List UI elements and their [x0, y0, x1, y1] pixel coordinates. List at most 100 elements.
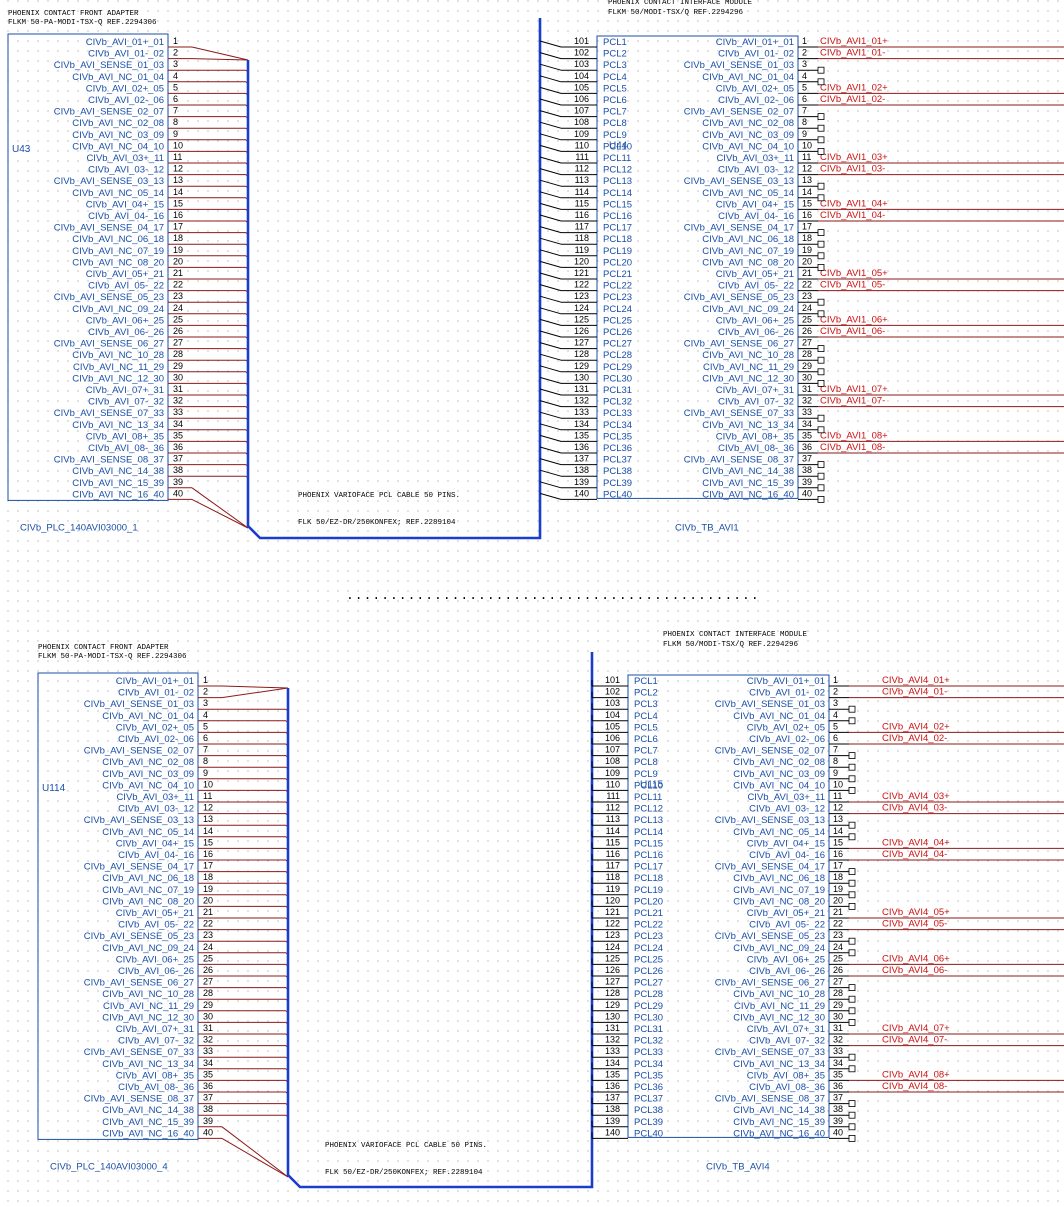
net-label: CIVb_AVI4_01-	[882, 687, 947, 698]
module-pcl-label: PCL32	[603, 397, 632, 408]
module-pin-number-left: 131	[605, 1023, 620, 1033]
module-pin-number-left: 120	[605, 895, 620, 905]
unconnected-pin-marker	[848, 1135, 856, 1142]
module-pin-number-left: 114	[606, 826, 620, 836]
net-label: CIVb_AVI4_08+	[882, 1069, 950, 1080]
module-signal-label: CIVb_AVI_05+_21	[716, 269, 794, 280]
module-signal-label: CIVb_AVI_01+_01	[716, 37, 794, 48]
module-pin-number-left: 115	[606, 837, 620, 847]
module-pin-number-right: 21	[802, 268, 812, 278]
adapter-pin-number: 33	[203, 1046, 213, 1056]
unconnected-pin-marker	[817, 298, 825, 306]
unconnected-pin-marker	[848, 752, 856, 759]
adapter-pin-label: CIVb_AVI_NC_03_09	[72, 130, 164, 141]
module-pin-number-right: 38	[802, 465, 812, 475]
module-signal-label: CIVb_AVI_NC_05_14	[702, 188, 794, 199]
unconnected-pin-marker	[848, 717, 856, 725]
adapter-pin-label: CIVb_AVI_NC_08_20	[72, 257, 164, 268]
adapter-pin-number: 26	[173, 326, 183, 336]
module-pin-number-left: 129	[605, 1000, 620, 1010]
module-pcl-label: PCL11	[603, 153, 631, 164]
unconnected-pin-marker	[817, 229, 825, 237]
adapter-pin-number: 22	[203, 919, 213, 929]
adapter-pin-label: CIVb_AVI_SENSE_07_33	[84, 1047, 194, 1058]
adapter-pin-number: 37	[173, 454, 183, 464]
module-signal-label: CIVb_AVI_NC_02_08	[702, 118, 794, 129]
adapter-pin-number: 31	[203, 1023, 213, 1033]
module-pin-number-right: 28	[833, 988, 843, 998]
adapter-pin-label: CIVb_AVI_NC_15_39	[72, 478, 164, 489]
module-signal-label: CIVb_AVI_SENSE_03_13	[715, 815, 825, 826]
module-signal-label: CIVb_AVI_NC_09_24	[733, 943, 825, 954]
module-signal-label: CIVb_AVI_03+_11	[716, 153, 794, 164]
unconnected-pin-marker	[817, 194, 825, 202]
unconnected-pin-marker	[848, 705, 856, 713]
adapter-pin-number: 18	[173, 233, 183, 243]
module-signal-label: CIVb_AVI_NC_08_20	[702, 257, 794, 268]
unconnected-pin-marker	[848, 984, 856, 991]
module-pin-number-left: 110	[606, 779, 620, 789]
adapter-pin-number: 34	[203, 1058, 213, 1068]
unconnected-pin-marker	[848, 1007, 856, 1015]
module-pin-number-right: 6	[802, 94, 807, 104]
adapter-pin-label: CIVb_AVI_03-_12	[88, 165, 164, 176]
unconnected-pin-marker	[817, 66, 825, 74]
module-signal-label: CIVb_AVI_08+_35	[747, 1070, 825, 1081]
module-signal-label: CIVb_AVI_NC_11_29	[734, 1001, 825, 1012]
module-pcl-label: PCL9	[603, 130, 627, 141]
module-pcl-label: PCL22	[603, 281, 632, 292]
module-pin-number-left: 126	[605, 965, 620, 975]
module-pcl-label: PCL19	[603, 246, 632, 257]
net-label: CIVb_AVI1_01-	[820, 48, 885, 59]
module-signal-label: CIVb_AVI_NC_04_10	[733, 780, 825, 791]
adapter-refdes: U43	[12, 144, 31, 155]
module-pcl-label: PCL39	[603, 478, 632, 489]
module-pin-number-left: 112	[575, 164, 589, 174]
module-pin-number-right: 27	[802, 338, 812, 348]
adapter-pin-number: 6	[203, 733, 208, 743]
module-signal-label: CIVb_AVI_NC_02_08	[733, 757, 825, 768]
net-label: CIVb_AVI4_05-	[882, 919, 947, 930]
module-pcl-label: PCL7	[603, 107, 627, 118]
module-pin-number-left: 108	[574, 117, 589, 127]
adapter-pin-label: CIVb_AVI_08+_35	[86, 431, 164, 442]
module-pcl-label: PCL8	[634, 757, 658, 768]
module-pin-number-right: 29	[833, 1000, 843, 1010]
adapter-pin-number: 7	[173, 106, 178, 116]
module-pcl-label: PCL35	[634, 1070, 663, 1081]
adapter-pin-number: 38	[203, 1104, 213, 1114]
module-signal-label: CIVb_AVI_01-_02	[749, 688, 825, 699]
module-pin-number-right: 3	[802, 59, 807, 69]
adapter-pin-number: 24	[203, 942, 213, 952]
adapter-pin-number: 15	[203, 837, 213, 847]
adapter-pin-label: CIVb_AVI_06+_25	[116, 954, 194, 965]
adapter-pin-label: CIVb_AVI_NC_11_29	[73, 362, 164, 373]
module-pin-number-right: 10	[802, 140, 812, 150]
unconnected-pin-marker	[817, 252, 825, 260]
module-bus-entry	[539, 40, 562, 48]
module-pin-number-left: 112	[606, 803, 620, 813]
adapter-pin-label: CIVb_AVI_NC_04_10	[102, 780, 194, 791]
adapter-pin-number: 37	[203, 1093, 213, 1103]
unconnected-pin-marker	[848, 879, 856, 887]
adapter-pin-number: 19	[173, 245, 183, 255]
module-pin-number-right: 24	[802, 303, 812, 313]
module-pin-number-left: 136	[605, 1081, 620, 1091]
module-signal-label: CIVb_AVI_04-_16	[749, 850, 825, 861]
module-pin-number-right: 10	[833, 779, 843, 789]
module-pcl-label: PCL15	[634, 838, 663, 849]
adapter-pin-number: 29	[173, 361, 183, 371]
module-pcl-label: PCL18	[634, 873, 663, 884]
adapter-pin-label: CIVb_AVI_NC_01_04	[102, 711, 194, 722]
module-bus-entry	[539, 330, 562, 338]
adapter-pin-label: CIVb_AVI_NC_14_38	[72, 466, 164, 477]
module-pcl-label: PCL18	[603, 234, 632, 245]
adapter-pin-label: CIVb_AVI_08+_35	[116, 1070, 194, 1081]
module-pcl-label: PCL10	[634, 780, 663, 791]
module-signal-label: CIVb_AVI_NC_14_38	[702, 466, 794, 477]
unconnected-pin-marker	[848, 937, 856, 945]
module-pin-number-left: 139	[605, 1116, 620, 1126]
module-bus-entry	[539, 411, 562, 419]
cable-part-number: FLK 50/EZ-DR/250KONFEX; REF.2289104	[325, 1169, 483, 1177]
